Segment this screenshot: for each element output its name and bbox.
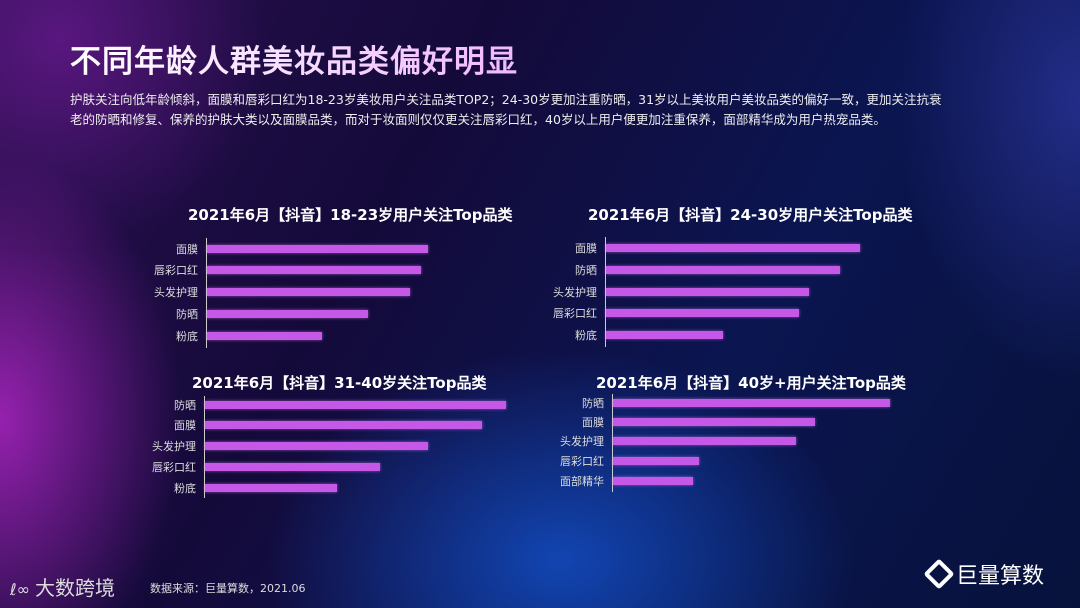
chart-title: 2021年6月【抖音】31-40岁关注Top品类 <box>192 374 487 392</box>
description: 护肤关注向低年龄倾斜，面膜和唇彩口红为18-23岁美妆用户关注品类TOP2；24… <box>70 92 942 127</box>
category-label: 头发护理 <box>152 440 196 453</box>
bar-头发护理 <box>613 437 796 445</box>
bar-唇彩口红 <box>205 463 380 471</box>
bar-防晒 <box>613 399 890 407</box>
chart-axis <box>612 394 613 492</box>
brand-logo: 巨量算数 <box>923 558 1045 590</box>
category-label: 头发护理 <box>553 286 597 299</box>
bar-唇彩口红 <box>613 457 699 465</box>
bar-头发护理 <box>205 442 428 450</box>
bar-粉底 <box>207 332 322 340</box>
category-label: 防晒 <box>176 308 198 321</box>
logo-icon: ℓ∞ <box>10 580 36 599</box>
chart-title: 2021年6月【抖音】24-30岁用户关注Top品类 <box>588 206 913 224</box>
category-label: 唇彩口红 <box>553 307 597 320</box>
bar-防晒 <box>207 310 369 318</box>
category-label: 粉底 <box>575 329 597 342</box>
category-label: 防晒 <box>582 397 604 410</box>
category-label: 头发护理 <box>154 286 198 299</box>
category-label: 面膜 <box>582 416 604 429</box>
bar-面膜 <box>205 421 482 429</box>
bar-面部精华 <box>613 477 694 485</box>
bar-防晒 <box>606 266 840 274</box>
chart-title: 2021年6月【抖音】18-23岁用户关注Top品类 <box>188 206 513 224</box>
page-title: 不同年龄人群美妆品类偏好明显 <box>70 36 518 81</box>
brand-text: 巨量算数 <box>956 564 1045 589</box>
chart-axis <box>206 238 207 348</box>
category-label: 面膜 <box>575 242 597 255</box>
category-label: 防晒 <box>174 399 196 412</box>
category-label: 防晒 <box>575 264 597 277</box>
category-label: 面部精华 <box>560 475 604 488</box>
category-label: 唇彩口红 <box>152 461 196 474</box>
category-label: 粉底 <box>176 330 198 343</box>
bar-粉底 <box>205 484 338 492</box>
category-label: 唇彩口红 <box>560 455 604 468</box>
bar-头发护理 <box>207 288 411 296</box>
category-label: 头发护理 <box>560 435 604 448</box>
category-label: 粉底 <box>174 482 196 495</box>
bar-头发护理 <box>606 288 810 296</box>
footer-logo: ℓ∞ 大数跨境 <box>10 572 115 601</box>
bar-唇彩口红 <box>207 266 422 274</box>
bar-面膜 <box>207 245 428 253</box>
data-source: 数据来源：巨量算数，2021.06 <box>150 582 306 595</box>
bar-唇彩口红 <box>606 309 800 317</box>
chart-title: 2021年6月【抖音】40岁+用户关注Top品类 <box>596 374 906 392</box>
category-label: 面膜 <box>176 243 198 256</box>
bar-面膜 <box>613 418 816 426</box>
logo-text: 大数跨境 <box>35 576 116 600</box>
category-label: 面膜 <box>174 419 196 432</box>
bar-面膜 <box>606 244 860 252</box>
category-label: 唇彩口红 <box>154 264 198 277</box>
bar-防晒 <box>205 401 506 409</box>
chart-axis <box>605 237 606 347</box>
chart-axis <box>204 396 205 498</box>
bar-粉底 <box>606 331 723 339</box>
brand-diamond-icon <box>923 558 955 590</box>
